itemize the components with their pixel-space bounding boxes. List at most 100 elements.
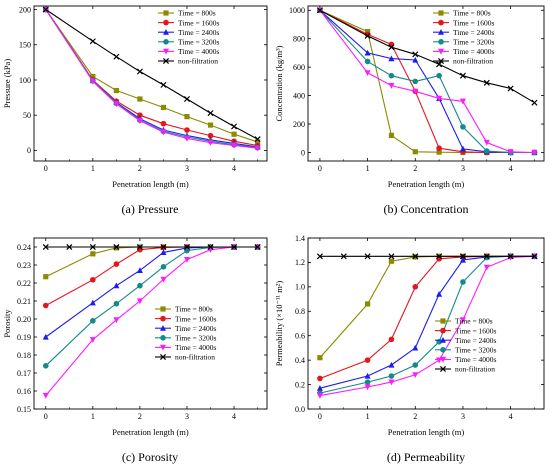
data-point [316, 253, 323, 260]
data-point [364, 379, 371, 385]
data-point [364, 253, 371, 260]
data-point [364, 31, 371, 38]
data-point [388, 379, 395, 386]
data-point [388, 336, 395, 343]
data-point [436, 72, 442, 79]
data-point [364, 357, 371, 363]
legend-entry: non-filtration [453, 57, 493, 66]
data-point [388, 72, 395, 79]
data-point [113, 282, 120, 289]
data-point [89, 299, 96, 306]
data-point [183, 257, 190, 263]
plot-frame [33, 5, 268, 162]
legend-marker [163, 10, 169, 16]
data-point [364, 28, 371, 35]
data-point [388, 361, 395, 368]
data-point [207, 243, 214, 251]
legend-entry: non-filtration [175, 353, 215, 362]
data-point [388, 44, 395, 51]
y-tick-label: 0.0 [295, 405, 305, 414]
data-point [412, 149, 418, 155]
series-line [319, 255, 535, 380]
data-point [136, 243, 143, 251]
x-tick-label: 2 [138, 412, 142, 421]
legend-marker [163, 19, 169, 26]
data-point [89, 337, 96, 343]
series-non-filtration [316, 7, 538, 106]
series-line [45, 246, 258, 367]
legend-marker [439, 365, 447, 373]
legend-entry: Time = 4000s [175, 343, 217, 352]
series-non-filtration [316, 253, 538, 260]
data-point [412, 88, 419, 95]
x-tick-label: 0 [318, 164, 322, 173]
plot-frame [33, 237, 268, 410]
legend-marker [163, 39, 169, 45]
x-tick-label: 0 [44, 412, 48, 421]
data-point [113, 243, 120, 251]
y-tick-label: 0.18 [17, 351, 31, 360]
data-point [412, 56, 419, 63]
data-point [483, 264, 490, 271]
x-tick-label: 4 [509, 412, 513, 421]
data-point [531, 99, 538, 106]
data-point [436, 145, 442, 152]
x-tick-label: 1 [366, 412, 370, 421]
data-point [160, 249, 167, 255]
y-tick-label: 1.4 [295, 234, 305, 243]
legend-entry: Time = 2400s [178, 28, 220, 37]
data-point [90, 73, 96, 80]
y-tick-label: 0 [301, 148, 305, 157]
chart-panel-3: 0 1 2 3 4 0.15 0.16 0.17 0.18 0.19 0.20 0.21 0.22 0.2… [2, 237, 268, 464]
data-point [113, 101, 120, 108]
y-tick-label: 0.23 [17, 261, 31, 270]
legend-entry: Time = 800s [178, 9, 216, 18]
x-tick-label: 4 [232, 164, 236, 173]
series-line [319, 255, 535, 397]
y-axis-label: Concentration (kg/m³) [274, 45, 284, 121]
data-point [388, 83, 395, 89]
legend-marker [438, 29, 444, 35]
series-line [319, 9, 535, 154]
data-point [42, 243, 49, 251]
data-point [43, 274, 49, 280]
legend-marker [163, 48, 169, 55]
series-time-2400s [316, 7, 538, 156]
legend-entry: Time = 2400s [453, 28, 495, 37]
data-point [531, 149, 538, 156]
series-line [319, 9, 535, 154]
data-point [364, 49, 371, 56]
y-tick-label: 0 [27, 146, 31, 155]
data-point [364, 70, 371, 77]
legend-entry: Time = 4000s [453, 47, 495, 56]
legend-entry: Time = 3200s [178, 38, 220, 47]
legend-entry: Time = 4000s [178, 47, 220, 56]
data-point [137, 282, 143, 289]
data-point [459, 256, 466, 263]
legend-marker [440, 318, 446, 324]
data-point [412, 362, 419, 368]
y-tick-label: 0.20 [17, 315, 31, 324]
series-time-4000s [42, 6, 261, 152]
y-tick-label: 0.16 [17, 387, 31, 396]
chart-panel-1: 0 1 2 3 4 0 50 100 150 200 Penetration length (m) P… [2, 5, 268, 216]
data-point [412, 78, 419, 85]
plot-frame [307, 237, 545, 410]
legend-entry: Time = 3200s [453, 38, 495, 47]
legend-marker [440, 356, 446, 363]
legend-entry: Time = 1600s [178, 18, 220, 27]
y-tick-label: 0.19 [17, 333, 31, 342]
data-point [459, 253, 466, 260]
data-point [316, 385, 323, 391]
x-tick-label: 4 [232, 412, 236, 421]
legend-marker [159, 353, 167, 361]
data-point [160, 104, 167, 111]
x-tick-label: 2 [138, 164, 142, 173]
legend-marker [163, 29, 169, 35]
data-point [231, 142, 238, 149]
legend-marker [160, 344, 166, 351]
legend-marker [440, 347, 446, 353]
data-point [436, 253, 443, 260]
